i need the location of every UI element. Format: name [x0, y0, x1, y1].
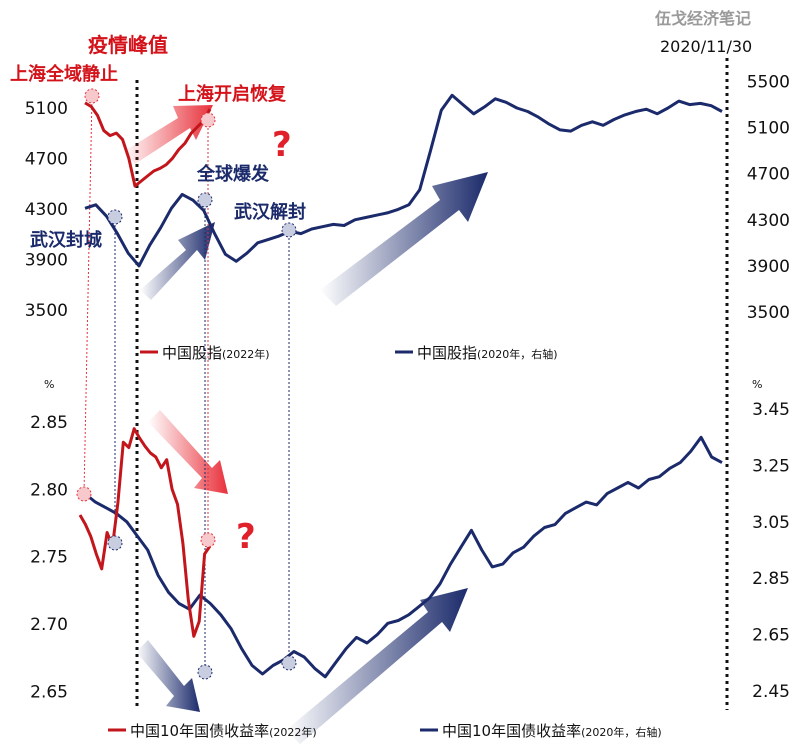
- line-bond-2020: [84, 435, 723, 679]
- right-axis-ticks-bottom: 2.45 2.65 2.85 3.05 3.25 3.45: [752, 400, 790, 702]
- arrow-navy-down-bottom: [136, 640, 200, 712]
- event-label-wuhan-lockdown: 武汉封城: [30, 229, 102, 251]
- bond-left-tick-4: 2.85: [30, 413, 68, 433]
- right-axis-ticks-top: 3500 3900 4300 4700 5100 5500: [747, 73, 790, 323]
- arrow-navy-up-top-1: [140, 222, 215, 300]
- legend-text-bond-2022: 中国10年国债收益率: [130, 722, 269, 740]
- event-markers: [76, 88, 297, 680]
- arrow-red-down-bottom: [148, 410, 228, 494]
- marker-wuhan-reopen-bottom: [281, 655, 297, 671]
- bond-right-tick-5: 3.45: [752, 400, 790, 420]
- legend-text-bond-2020: 中国10年国债收益率: [442, 722, 581, 740]
- legend-note-bond-2020: (2020年，右轴): [581, 725, 662, 739]
- bond-right-tick-2: 2.85: [752, 569, 790, 589]
- bond-left-tick-1: 2.70: [30, 615, 68, 635]
- bond-left-tick-3: 2.80: [30, 480, 68, 500]
- marker-global-outbreak-top: [197, 192, 213, 208]
- event-label-global-outbreak: 全球爆发: [196, 163, 270, 185]
- bond-right-tick-3: 3.05: [752, 513, 790, 533]
- stock-left-tick-3: 4700: [25, 149, 68, 169]
- event-label-epidemic-peak: 疫情峰值: [88, 33, 168, 57]
- legend-text-stock-2020: 中国股指: [417, 344, 477, 362]
- stock-left-tick-2: 4300: [25, 200, 68, 220]
- event-connectors: [83, 95, 290, 672]
- bond-left-tick-0: 2.65: [30, 683, 68, 703]
- bond-left-tick-2: 2.75: [30, 548, 68, 568]
- arrow-navy-up-top-2: [320, 172, 488, 306]
- arrow-red-up-top: [123, 105, 213, 164]
- legend-bottom: 中国10年国债收益率(2022年) 中国10年国债收益率(2020年，右轴): [108, 722, 662, 740]
- line-stock-2020: [84, 93, 723, 268]
- bond-right-tick-0: 2.45: [752, 682, 790, 702]
- bond-right-tick-4: 3.25: [752, 456, 790, 476]
- legend-top: 中国股指(2022年) 中国股指(2020年，右轴): [140, 344, 558, 362]
- stock-right-tick-2: 4300: [747, 211, 790, 231]
- event-label-shanghai-lockdown: 上海全域静止: [10, 63, 118, 85]
- marker-shanghai-lockdown-top: [84, 88, 100, 104]
- legend-note-stock-2020: (2020年，右轴): [477, 347, 558, 361]
- marker-global-outbreak-bottom: [197, 664, 213, 680]
- left-axis-ticks-top: 3500 3900 4300 4700 5100: [25, 99, 68, 321]
- question-mark-bottom: ?: [236, 517, 256, 557]
- percent-left-label: %: [44, 378, 54, 391]
- marker-shanghai-lockdown-bottom: [76, 486, 92, 502]
- event-label-wuhan-reopen: 武汉解封: [234, 201, 306, 223]
- marker-shanghai-reopen-bottom: [200, 532, 216, 548]
- marker-wuhan-reopen-top: [281, 222, 297, 238]
- stock-left-tick-0: 3500: [25, 301, 68, 321]
- legend-text-stock-2022: 中国股指: [162, 344, 222, 362]
- percent-right-label: %: [752, 378, 762, 391]
- stock-left-tick-1: 3900: [25, 250, 68, 270]
- line-stock-2022: [84, 101, 212, 188]
- watermark-text: 伍戈经济笔记: [654, 9, 751, 28]
- stock-left-tick-4: 5100: [25, 99, 68, 119]
- marker-wuhan-lockdown-bottom: [107, 535, 123, 551]
- legend-label-stock-2020: 中国股指(2020年，右轴): [417, 344, 558, 362]
- stock-right-tick-1: 3900: [747, 257, 790, 277]
- legend-note-stock-2022: (2022年): [222, 347, 270, 361]
- stock-right-tick-5: 5500: [747, 73, 790, 93]
- date-label: 2020/11/30: [660, 37, 752, 56]
- line-bond-2022: [78, 427, 212, 638]
- stock-right-tick-0: 3500: [747, 303, 790, 323]
- legend-label-bond-2022: 中国10年国债收益率(2022年): [130, 722, 317, 740]
- trend-arrows: [123, 105, 488, 744]
- left-axis-ticks-bottom: 2.65 2.70 2.75 2.80 2.85: [30, 413, 68, 703]
- stock-right-tick-4: 5100: [747, 119, 790, 139]
- event-label-shanghai-reopen: 上海开启恢复: [178, 83, 287, 105]
- legend-label-stock-2022: 中国股指(2022年): [162, 344, 270, 362]
- question-mark-top: ?: [272, 125, 292, 165]
- marker-wuhan-lockdown-top: [107, 209, 123, 225]
- marker-shanghai-reopen-top: [200, 112, 216, 128]
- arrow-navy-up-bottom: [286, 588, 468, 744]
- connector-shanghai-lockdown: [83, 95, 93, 495]
- legend-label-bond-2020: 中国10年国债收益率(2020年，右轴): [442, 722, 662, 740]
- legend-note-bond-2022: (2022年): [269, 725, 317, 739]
- bond-right-tick-1: 2.65: [752, 626, 790, 646]
- stock-right-tick-3: 4700: [747, 165, 790, 185]
